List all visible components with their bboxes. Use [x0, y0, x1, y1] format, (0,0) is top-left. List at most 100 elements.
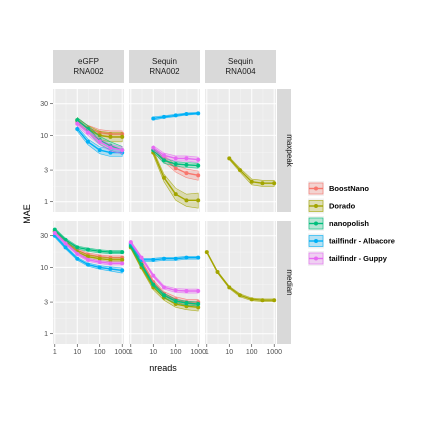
- point-tailfindr-albacore: [184, 255, 189, 260]
- x-axis-title: nreads: [149, 363, 177, 373]
- point-dorado: [97, 256, 102, 261]
- point-dorado: [215, 270, 220, 275]
- point-boostnano: [196, 173, 201, 178]
- legend-key-point: [314, 239, 318, 243]
- ribbon-tailfindr-guppy: [130, 240, 199, 294]
- strip-label: RNA004: [225, 67, 256, 76]
- point-tailfindr-guppy: [196, 157, 201, 162]
- legend-item-boostnano: BoostNano: [308, 181, 369, 196]
- point-dorado: [272, 181, 277, 186]
- point-tailfindr-albacore: [196, 255, 201, 260]
- point-tailfindr-albacore: [173, 256, 178, 261]
- series-group: [75, 116, 125, 157]
- strip-background: [205, 50, 276, 83]
- point-tailfindr-albacore: [184, 111, 189, 116]
- point-tailfindr-albacore: [161, 256, 166, 261]
- point-boostnano: [173, 166, 178, 171]
- point-dorado: [120, 257, 125, 262]
- point-tailfindr-guppy: [108, 261, 113, 266]
- x-tick-label: 10: [149, 349, 157, 356]
- strip-label: RNA002: [73, 67, 104, 76]
- legend-label: tailfindr - Albacore: [329, 237, 395, 246]
- point-tailfindr-albacore: [108, 266, 113, 271]
- x-tick-label: 100: [94, 349, 106, 356]
- strip-background: [277, 89, 291, 212]
- point-dorado: [260, 181, 265, 186]
- legend-item-nanopolish: nanopolish: [308, 216, 369, 231]
- point-nanopolish: [184, 301, 189, 306]
- x-tick-label: 1: [205, 349, 209, 356]
- point-dorado: [108, 134, 113, 139]
- point-tailfindr-guppy: [120, 148, 125, 153]
- x-tick-label: 1000: [190, 349, 206, 356]
- legend-key-point: [314, 256, 318, 261]
- point-tailfindr-guppy: [75, 121, 80, 126]
- point-dorado: [161, 175, 166, 180]
- point-tailfindr-guppy: [128, 240, 133, 245]
- strip-label: median: [285, 269, 294, 295]
- x-tick-label: 1: [129, 349, 133, 356]
- strip-label: maxpeak: [285, 134, 294, 167]
- panel-r1-c0: [52, 221, 125, 344]
- y-tick-label: 3: [44, 300, 48, 307]
- point-tailfindr-albacore: [97, 148, 102, 153]
- point-boostnano: [184, 171, 189, 176]
- point-nanopolish: [139, 262, 144, 267]
- point-tailfindr-guppy: [97, 139, 102, 144]
- point-tailfindr-guppy: [184, 289, 189, 294]
- point-nanopolish: [75, 118, 80, 123]
- point-boostnano: [108, 131, 113, 136]
- point-tailfindr-guppy: [184, 156, 189, 161]
- panels-layer: [52, 89, 277, 344]
- point-dorado: [260, 298, 265, 303]
- point-dorado: [108, 257, 113, 262]
- x-tick-label: 100: [170, 349, 182, 356]
- point-dorado: [227, 285, 232, 290]
- point-dorado: [173, 192, 178, 197]
- strip-label: RNA002: [149, 67, 180, 76]
- point-tailfindr-albacore: [161, 114, 166, 119]
- point-tailfindr-guppy: [85, 130, 90, 135]
- strip-row-0: maxpeak: [277, 89, 294, 212]
- strip-label: Sequin: [152, 57, 177, 66]
- x-tick-label: 1000: [114, 349, 130, 356]
- series-group: [151, 111, 201, 209]
- point-tailfindr-albacore: [173, 113, 178, 118]
- point-tailfindr-guppy: [139, 255, 144, 260]
- point-tailfindr-guppy: [75, 251, 80, 256]
- panel-r1-c1: [128, 221, 201, 344]
- strip-background: [53, 50, 124, 83]
- x-tick-label: 1: [53, 349, 57, 356]
- point-tailfindr-albacore: [75, 126, 80, 131]
- legend-key-point: [314, 204, 318, 208]
- legend-item-tailfindr-guppy: tailfindr - Guppy: [308, 251, 388, 266]
- point-tailfindr-guppy: [161, 285, 166, 290]
- point-tailfindr-guppy: [108, 145, 113, 150]
- ribbon-dorado: [153, 149, 199, 209]
- point-dorado: [184, 198, 189, 203]
- strip-background: [277, 221, 291, 344]
- x-tick-label: 10: [225, 349, 233, 356]
- y-tick-label: 10: [40, 133, 48, 140]
- y-tick-label: 1: [44, 331, 48, 338]
- point-dorado: [196, 198, 201, 203]
- legend-label: tailfindr - Guppy: [329, 254, 388, 263]
- strip-background: [129, 50, 200, 83]
- point-tailfindr-guppy: [161, 153, 166, 158]
- point-dorado: [272, 298, 277, 303]
- point-dorado: [97, 133, 102, 138]
- x-tick-label: 10: [73, 349, 81, 356]
- point-nanopolish: [161, 158, 166, 163]
- point-tailfindr-albacore: [75, 256, 80, 261]
- legend-label: Dorado: [329, 202, 356, 211]
- point-nanopolish: [108, 250, 113, 255]
- legend-label: BoostNano: [329, 184, 369, 193]
- point-dorado: [227, 156, 232, 161]
- point-tailfindr-albacore: [63, 245, 68, 250]
- series-group: [204, 250, 277, 303]
- point-nanopolish: [151, 282, 156, 287]
- point-tailfindr-albacore: [196, 111, 201, 116]
